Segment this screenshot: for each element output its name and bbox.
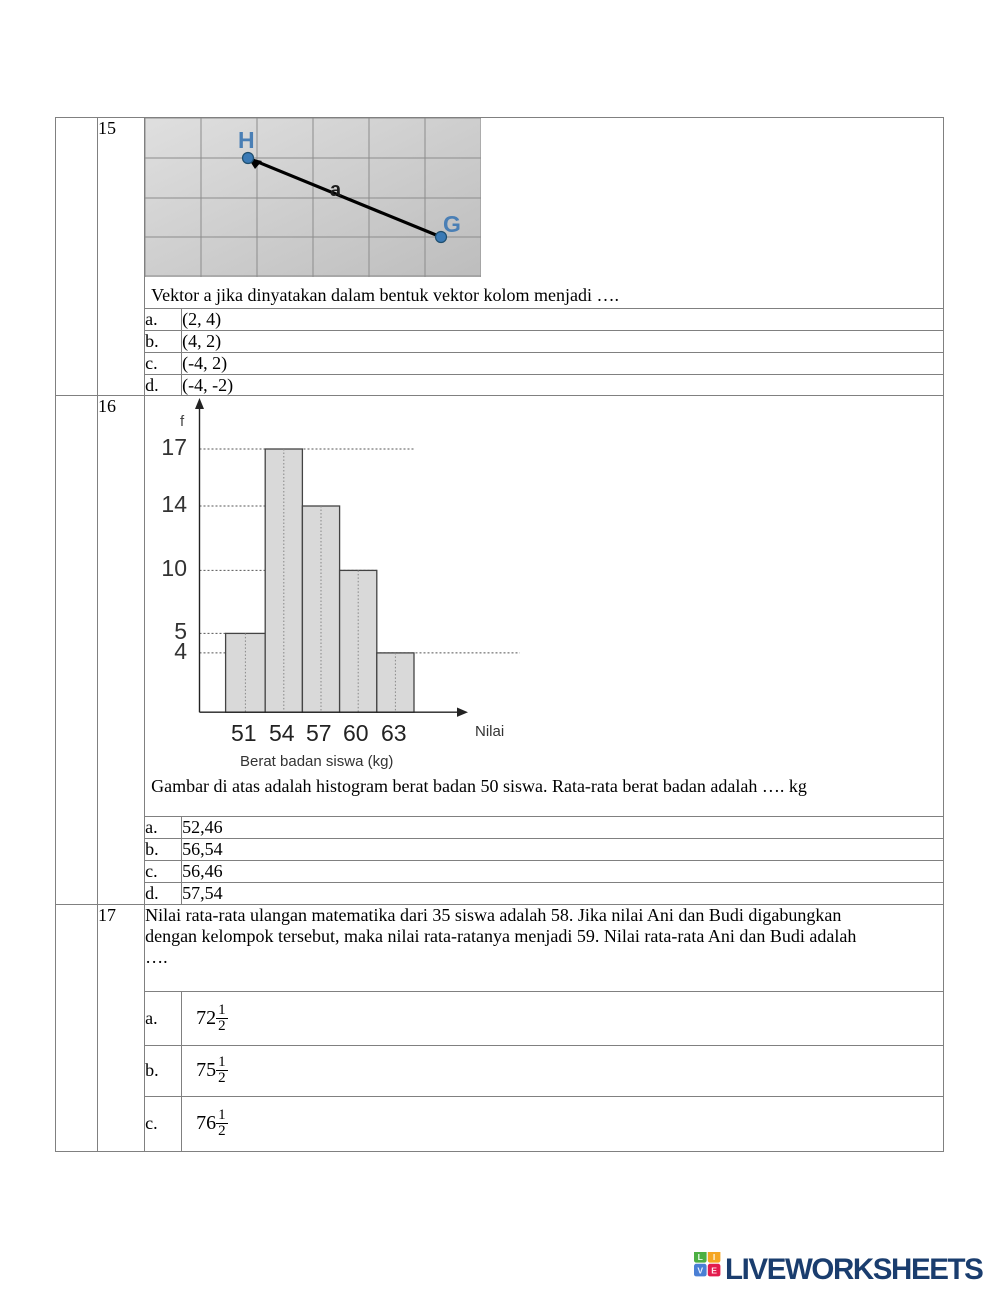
- svg-text:17: 17: [161, 434, 187, 460]
- svg-text:G: G: [443, 211, 461, 237]
- svg-text:Berat badan siswa (kg): Berat badan siswa (kg): [240, 753, 393, 770]
- svg-text:54: 54: [269, 720, 295, 746]
- svg-text:f: f: [180, 413, 185, 430]
- svg-text:10: 10: [161, 555, 187, 581]
- svg-text:63: 63: [381, 720, 407, 746]
- svg-text:a: a: [330, 179, 342, 201]
- svg-text:Nilai: Nilai: [475, 723, 504, 740]
- svg-text:LIVEWORKSHEETS: LIVEWORKSHEETS: [725, 1253, 983, 1286]
- svg-text:E: E: [711, 1266, 717, 1276]
- svg-text:14: 14: [161, 491, 187, 517]
- svg-text:57: 57: [306, 720, 332, 746]
- svg-text:60: 60: [343, 720, 369, 746]
- svg-text:V: V: [697, 1266, 703, 1276]
- svg-text:51: 51: [231, 720, 257, 746]
- svg-text:L: L: [698, 1252, 703, 1262]
- svg-text:4: 4: [174, 638, 187, 664]
- svg-text:H: H: [238, 127, 255, 153]
- svg-text:I: I: [713, 1252, 715, 1262]
